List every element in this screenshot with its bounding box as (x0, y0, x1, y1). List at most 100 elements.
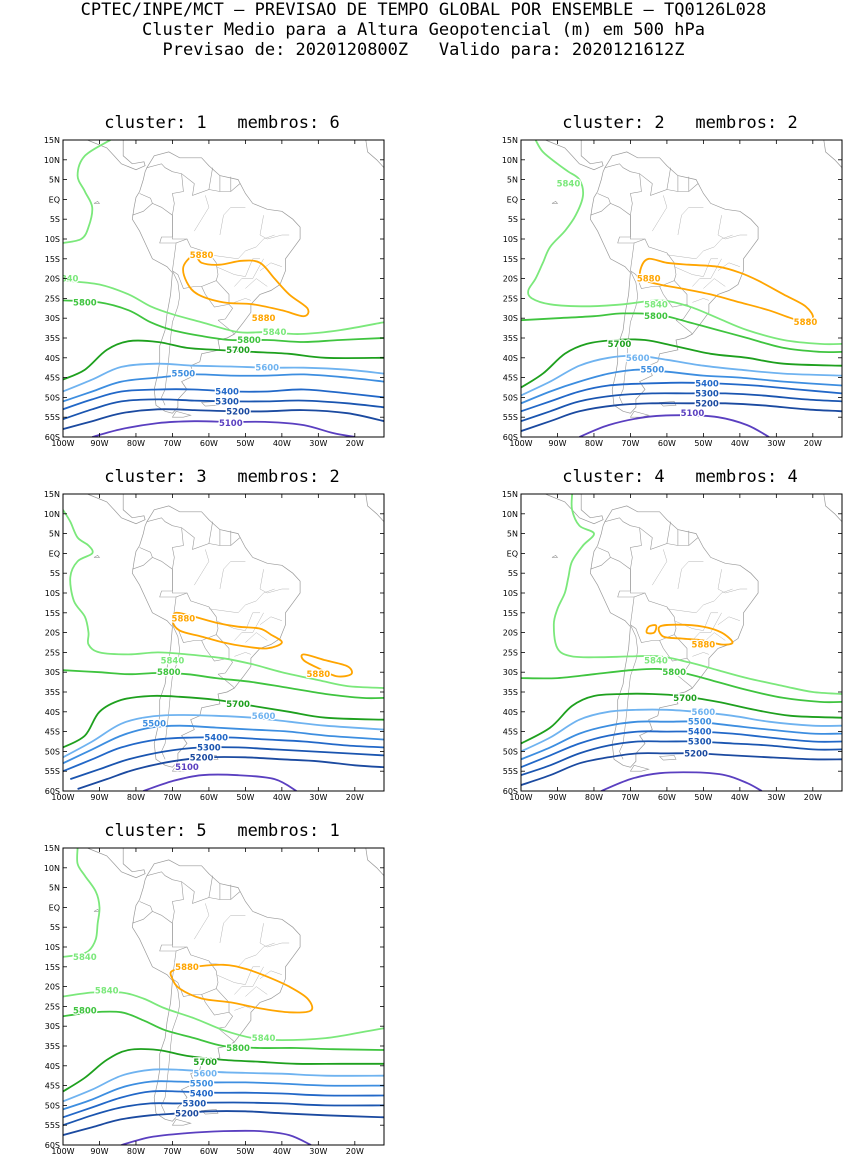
panel-1-map: 5880588058405840580058005700560055005400… (44, 136, 385, 448)
contour-5200 (63, 1110, 384, 1136)
contour-5840 (527, 140, 842, 346)
panel-4-title: cluster: 4 membros: 4 (562, 467, 798, 487)
contour-5880 (182, 253, 310, 318)
state-border (703, 278, 726, 289)
country-border (201, 280, 230, 308)
central-america-coastline (86, 140, 146, 171)
state-border (703, 632, 726, 643)
lon-tick-label: 50W (694, 439, 712, 448)
state-border (259, 215, 290, 240)
state-border (259, 616, 282, 625)
africa-coastline (365, 494, 384, 530)
state-border (259, 569, 290, 594)
lat-tick-label: 25S (45, 294, 60, 303)
contour-5100 (91, 420, 355, 437)
header-line-2: Cluster Medio para a Altura Geopotencial… (142, 20, 705, 40)
lon-tick-label: 40W (731, 793, 749, 802)
contour-label: 5100 (219, 419, 243, 429)
lat-tick-label: 15S (45, 963, 60, 972)
lon-tick-label: 90W (90, 1147, 108, 1156)
contour-5100 (121, 1129, 312, 1145)
state-border (717, 569, 748, 594)
lat-tick-label: EQ (49, 195, 60, 204)
country-border (161, 978, 181, 1114)
panel-2-title: cluster: 2 membros: 2 (562, 113, 798, 133)
lon-tick-label: 30W (767, 793, 785, 802)
contour-5300 (63, 398, 384, 421)
lat-tick-label: 10N (44, 864, 60, 873)
lon-tick-label: 100W (51, 1147, 74, 1156)
lat-tick-label: 20S (503, 629, 518, 638)
lon-tick-label: 70W (163, 1147, 181, 1156)
lat-tick-label: 55S (45, 767, 60, 776)
lon-tick-label: 20W (804, 439, 822, 448)
contour-label: 5700 (226, 700, 250, 710)
africa-coastline (365, 140, 384, 176)
lon-tick-label: 70W (163, 439, 181, 448)
contour-5840 (63, 279, 384, 335)
lat-tick-label: 50S (45, 747, 60, 756)
contour-label: 5600 (255, 364, 279, 374)
contour-5700 (63, 1048, 384, 1093)
island-coastline (93, 555, 101, 558)
country-border (666, 537, 699, 546)
contour-5800 (521, 667, 842, 704)
contour-label: 5600 (252, 712, 276, 722)
central-america-coastline (86, 494, 146, 525)
africa-coastline (365, 848, 384, 884)
lat-tick-label: 35S (503, 688, 518, 697)
lat-tick-label: 5S (508, 569, 518, 578)
lon-tick-label: 20W (346, 793, 364, 802)
lon-tick-label: 30W (767, 439, 785, 448)
contour-label: 5800 (237, 336, 261, 346)
country-border (666, 183, 699, 192)
plot-frame (62, 847, 385, 1146)
lat-tick-label: 45S (45, 728, 60, 737)
lat-tick-label: 5N (507, 176, 518, 185)
contour-label: 5700 (226, 346, 250, 356)
lat-tick-label: 15S (45, 255, 60, 264)
country-border (181, 521, 213, 550)
south-america-coastline (131, 151, 301, 414)
lon-tick-label: 40W (273, 439, 291, 448)
contour-5700 (521, 692, 842, 745)
state-border (717, 616, 740, 625)
contour-label: 5880 (252, 314, 276, 324)
contour-label: 5400 (215, 387, 239, 397)
lat-tick-label: 45S (503, 728, 518, 737)
country-border (132, 557, 177, 598)
lon-tick-label: 90W (548, 793, 566, 802)
country-border (181, 167, 213, 196)
contour-label: 5400 (695, 380, 719, 390)
lat-tick-label: 50S (45, 1101, 60, 1110)
lon-tick-label: 90W (90, 439, 108, 448)
contour-5300 (521, 740, 842, 777)
lat-tick-label: 20S (45, 275, 60, 284)
lon-tick-label: 30W (309, 793, 327, 802)
contour-label: 5880 (692, 640, 716, 650)
country-border (161, 624, 181, 760)
south-america-coastline (131, 859, 301, 1122)
state-border (245, 278, 268, 289)
island-coastline (551, 555, 559, 558)
state-border (219, 915, 246, 944)
central-america-coastline (544, 494, 604, 525)
country-border (217, 1012, 233, 1029)
contour-5400 (63, 1090, 384, 1119)
lat-tick-label: 60S (503, 787, 518, 796)
state-border (259, 262, 282, 271)
contour-5300 (70, 746, 384, 780)
country-border (630, 569, 645, 594)
lat-tick-label: 35S (503, 334, 518, 343)
state-border (216, 258, 260, 277)
lat-tick-label: 40S (503, 708, 518, 717)
contour-label: 5200 (226, 407, 250, 417)
lon-tick-label: 50W (236, 439, 254, 448)
lat-tick-label: 25S (45, 648, 60, 657)
lat-tick-label: 45S (45, 1082, 60, 1091)
contour-5500 (63, 373, 384, 403)
contour-label: 5700 (608, 340, 632, 350)
lon-tick-label: 70W (163, 793, 181, 802)
contour-5840 (552, 494, 842, 695)
